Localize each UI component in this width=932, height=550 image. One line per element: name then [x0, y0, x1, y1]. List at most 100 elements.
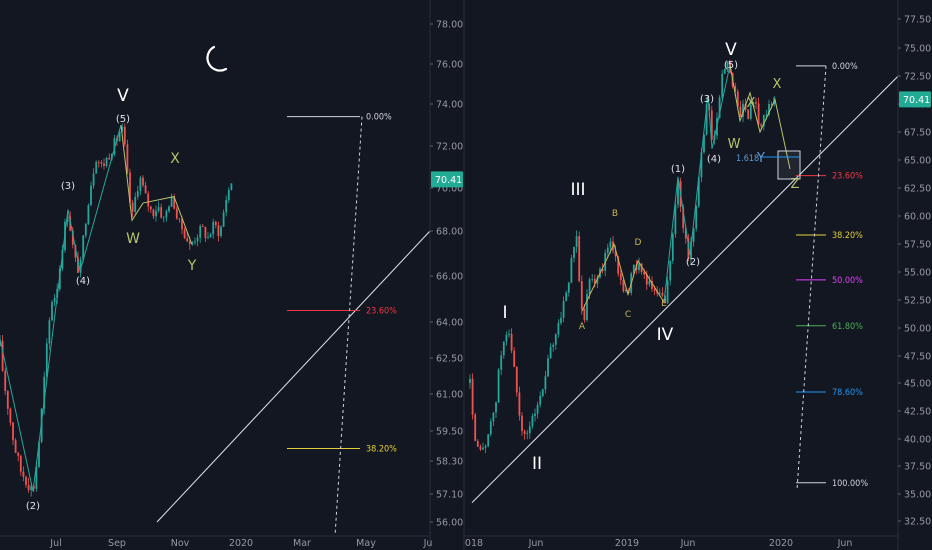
left-wave-label: (4)	[76, 276, 90, 287]
right-candle-body	[705, 104, 708, 135]
left-candle-body	[217, 225, 220, 237]
left-chart-pane[interactable]: 0.00%23.60%38.20%(2)(3)(4)(5)VWXY)78.007…	[0, 0, 464, 550]
left-trendline[interactable]	[156, 230, 431, 523]
right-candle-body	[549, 346, 552, 359]
right-candle-body	[718, 97, 721, 119]
right-candle-body	[518, 392, 521, 416]
right-y-tick-label: 77.50	[904, 15, 931, 26]
right-wave-label: III	[570, 180, 585, 200]
right-chart-pane[interactable]: 0.00% 23.60% 38.20% 50.00% 61.80% 78.60% 100.0…	[463, 0, 932, 550]
left-candle-body	[4, 370, 7, 391]
right-candle-body	[471, 378, 474, 415]
right-candle-body	[570, 258, 573, 283]
right-candle-body	[684, 228, 687, 239]
left-price-axis[interactable]	[430, 0, 464, 550]
right-candle-body	[515, 366, 518, 393]
right-candle-body	[697, 177, 700, 206]
right-wave-label: (2)	[686, 257, 700, 268]
left-candle-body	[45, 343, 48, 377]
left-wave-label: V	[117, 86, 129, 106]
left-y-tick-label: 76.00	[436, 60, 463, 71]
right-wave-label: X	[747, 96, 756, 111]
right-pane-background	[464, 0, 932, 550]
right-candle-body	[661, 292, 664, 296]
left-candle-body	[230, 183, 233, 190]
left-wave-label: X	[170, 151, 180, 167]
left-candle-body	[113, 138, 116, 155]
left-candle-body	[38, 441, 40, 467]
right-wave-label: X	[773, 77, 782, 92]
left-x-tick-label: Nov	[171, 538, 190, 549]
left-candle-body	[129, 172, 131, 203]
right-y-tick-label: 40.00	[904, 435, 931, 446]
left-candle-body	[204, 227, 207, 239]
right-candle-body	[580, 281, 583, 309]
right-fib-level-label: 0.00%	[832, 62, 858, 72]
right-wave-label: A	[579, 322, 586, 332]
right-y-tick-label: 50.00	[904, 324, 931, 335]
right-abcde-path	[581, 242, 665, 312]
left-candle-body	[43, 376, 46, 409]
left-candle-body	[160, 207, 163, 218]
right-candle-body	[492, 412, 495, 422]
right-candle-body	[742, 103, 744, 117]
left-candle-body	[149, 206, 152, 210]
left-y-tick-label: 56.00	[436, 518, 463, 529]
left-candle-body	[105, 157, 108, 166]
right-candle-body	[710, 110, 713, 140]
left-y-tick-label: 64.00	[436, 318, 463, 329]
right-candle-body	[547, 358, 549, 377]
right-candle-body	[536, 404, 539, 414]
right-y-tick-label: 52.50	[904, 296, 931, 307]
left-candle-body	[97, 162, 100, 164]
left-candle-body	[142, 177, 144, 186]
left-y-tick-label: 62.50	[436, 354, 463, 365]
left-candle-body	[188, 241, 191, 245]
right-candle-body	[484, 446, 487, 448]
right-candle-body	[619, 273, 622, 280]
right-candle-body	[528, 426, 531, 434]
right-y-tick-label: 42.50	[904, 407, 931, 418]
right-trendline[interactable]	[471, 41, 932, 503]
right-target-box[interactable]	[777, 150, 801, 180]
right-candle-body	[643, 272, 646, 275]
right-y-tick-label: 72.50	[904, 72, 931, 83]
left-fib-level-label: 23.60%	[366, 307, 397, 317]
right-fib-level-label: 61.80%	[832, 322, 863, 332]
right-candle-body	[632, 264, 635, 274]
left-correction-path	[120, 124, 193, 245]
right-candle-body	[640, 263, 643, 273]
right-y-tick-label: 37.50	[904, 462, 931, 473]
right-candle-body	[560, 317, 562, 323]
right-candle-body	[479, 446, 482, 450]
right-candle-body	[495, 402, 497, 413]
right-candle-body	[736, 91, 739, 107]
right-fib-level-label: 23.60%	[832, 172, 863, 182]
right-candle-body	[651, 280, 653, 289]
left-candle-body	[19, 455, 22, 472]
right-candle-body	[565, 292, 568, 302]
right-candle-body	[531, 415, 534, 427]
right-candle-body	[744, 103, 747, 110]
right-x-tick-label: 018	[465, 538, 483, 549]
right-candle-body	[583, 308, 586, 320]
right-wave-label: C	[625, 310, 631, 320]
left-candle-body	[191, 242, 194, 245]
left-candle-body	[66, 216, 69, 222]
right-wave-label: V	[725, 40, 737, 60]
right-candle-body	[721, 73, 724, 98]
right-candle-body	[658, 292, 661, 294]
right-y-tick-label: 35.00	[904, 490, 931, 501]
left-candle-body	[77, 257, 79, 273]
right-candle-body	[578, 236, 581, 282]
left-candle-body	[194, 241, 196, 243]
left-candle-body	[225, 199, 228, 213]
left-candle-body	[123, 126, 126, 145]
left-candle-body	[170, 196, 173, 207]
right-candle-body	[755, 102, 757, 104]
right-y-tick-label: 32.50	[904, 517, 931, 528]
right-candle-body	[469, 378, 471, 383]
right-candle-body	[760, 124, 763, 127]
left-x-tick-label: Jul	[49, 538, 61, 549]
right-x-tick-label: 2019	[615, 538, 639, 549]
